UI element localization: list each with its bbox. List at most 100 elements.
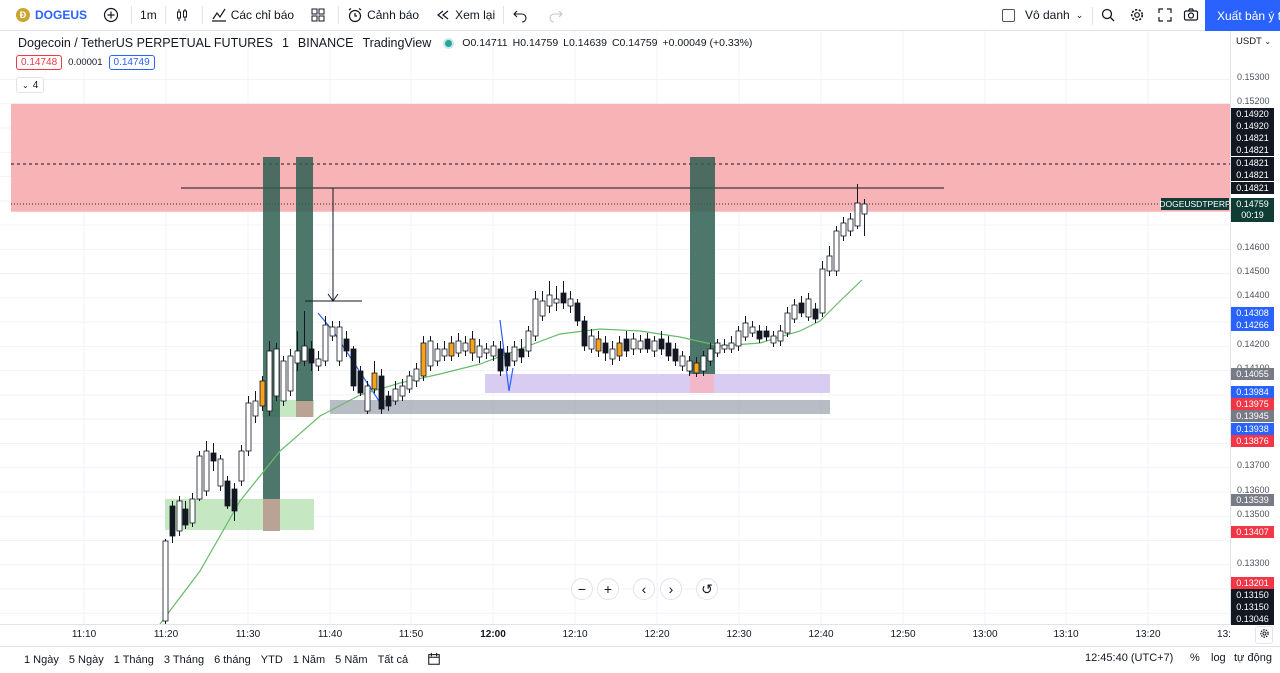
candle-body <box>574 302 581 322</box>
chart-canvas[interactable] <box>0 31 1230 624</box>
candle-body <box>469 338 476 354</box>
candle-body <box>364 385 371 412</box>
candle-body <box>602 342 609 354</box>
symbol-search[interactable]: Ð DOGEUS <box>0 0 95 31</box>
time-axis-label: 12:40 <box>808 629 834 640</box>
time-axis-label: 11:50 <box>398 629 424 640</box>
candle-body <box>637 340 644 350</box>
range-button[interactable]: Tất cả <box>377 654 409 666</box>
candle-body <box>169 505 176 537</box>
candle-body <box>623 338 630 352</box>
goto-date-button[interactable] <box>427 652 441 669</box>
legend-exchange: BINANCE <box>297 36 354 50</box>
candle-body <box>700 355 707 372</box>
candle-body <box>301 345 308 362</box>
range-button[interactable]: 5 Ngày <box>68 654 104 666</box>
range-button[interactable]: 3 Tháng <box>163 654 205 666</box>
price-axis-tag: 0.14821 <box>1231 157 1274 169</box>
range-button[interactable]: 1 Ngày <box>24 654 59 666</box>
templates-button[interactable] <box>302 0 338 31</box>
legend-close: C0.14759 <box>611 37 658 49</box>
candle-body <box>196 455 203 500</box>
candle-body <box>567 298 574 307</box>
divider <box>201 6 203 24</box>
band-overlap <box>263 499 280 531</box>
candle-body <box>749 326 756 334</box>
candle-body <box>455 340 462 354</box>
buy-price-button[interactable]: 0.14749 <box>108 55 155 70</box>
price-axis-label: 0.15300 <box>1237 72 1270 82</box>
percent-scale-toggle[interactable]: % <box>1190 652 1200 664</box>
calendar-icon <box>427 652 441 669</box>
fullscreen-button[interactable] <box>1149 0 1185 31</box>
candle-body <box>721 344 728 350</box>
time-axis[interactable] <box>0 624 1230 646</box>
candle-body <box>203 450 210 492</box>
reset-chart-button[interactable]: ↺ <box>696 578 718 600</box>
candle-body <box>707 348 714 362</box>
price-axis-label: 0.13600 <box>1237 485 1270 495</box>
settings-button[interactable] <box>1121 0 1157 31</box>
publish-idea-button[interactable]: Xuất bản ý tưởng <box>1205 0 1280 31</box>
snapshot-button[interactable] <box>1175 0 1211 31</box>
candle-body <box>406 375 413 390</box>
legend-high: H0.14759 <box>512 37 559 49</box>
candle-body <box>357 370 364 394</box>
candle-body <box>581 320 588 347</box>
range-button[interactable]: 1 Tháng <box>113 654 154 666</box>
doge-coin-icon: Ð <box>16 8 30 22</box>
candle-body <box>420 342 427 377</box>
layout-name-button[interactable]: Vô danh ⌄ <box>994 0 1091 31</box>
price-axis-tag: 0.13046 <box>1231 613 1274 625</box>
price-axis-label: 0.13500 <box>1237 509 1270 519</box>
redo-button[interactable] <box>540 0 576 31</box>
price-axis-tag: 0.13539 <box>1231 494 1274 506</box>
replay-button[interactable]: Xem lại <box>427 0 503 31</box>
divider <box>164 6 166 24</box>
candle-body <box>518 348 525 358</box>
candle-body <box>630 338 637 350</box>
rewind-icon <box>435 7 451 23</box>
plus-icon: + <box>603 581 613 597</box>
currency-selector[interactable]: USDT ⌄ <box>1236 36 1271 47</box>
auto-scale-toggle[interactable]: tự động <box>1234 652 1272 664</box>
candle-body <box>462 342 469 352</box>
range-button[interactable]: YTD <box>260 654 283 666</box>
interval-button[interactable]: 1m <box>140 8 157 22</box>
zoom-out-button[interactable]: − <box>571 578 593 600</box>
scroll-right-button[interactable]: › <box>660 578 682 600</box>
range-button[interactable]: 6 tháng <box>214 654 251 666</box>
clock-timezone[interactable]: 12:45:40 (UTC+7) <box>1085 652 1174 664</box>
time-axis-label: 11:30 <box>235 629 261 640</box>
divider <box>131 6 133 24</box>
candle-body <box>210 452 217 462</box>
legend-symbol-title[interactable]: Dogecoin / TetherUS PERPETUAL FUTURES <box>18 36 273 50</box>
candle-body <box>742 322 749 338</box>
indicators-button[interactable]: Các chỉ báo <box>203 0 302 31</box>
chart-type-button[interactable] <box>166 0 202 31</box>
axis-settings-button[interactable] <box>1255 626 1273 644</box>
search-button[interactable] <box>1092 0 1128 31</box>
support-zone <box>330 400 830 414</box>
gear-icon <box>1129 7 1145 23</box>
range-button[interactable]: 5 Năm <box>335 654 368 666</box>
candle-body <box>840 222 847 237</box>
chevron-down-icon: ⌄ <box>1075 9 1084 20</box>
range-button[interactable]: 1 Năm <box>292 654 326 666</box>
zoom-in-button[interactable]: + <box>597 578 619 600</box>
scroll-left-button[interactable]: ‹ <box>633 578 655 600</box>
compare-symbol-button[interactable] <box>95 0 131 31</box>
alerts-button[interactable]: Cảnh báo <box>339 0 427 31</box>
time-axis-label: 12:00 <box>480 629 506 640</box>
candle-body <box>511 346 518 362</box>
price-axis-tag: 0.14266 <box>1231 319 1274 331</box>
price-axis[interactable] <box>1230 31 1280 624</box>
candle-body <box>392 388 399 402</box>
log-scale-toggle[interactable]: log <box>1211 652 1226 664</box>
candle-body <box>805 298 812 318</box>
candle-body <box>224 480 231 507</box>
indicators-collapse-toggle[interactable]: ⌄ 4 <box>16 77 45 93</box>
undo-button[interactable] <box>504 0 540 31</box>
sell-price-button[interactable]: 0.14748 <box>16 55 63 70</box>
candle-body <box>476 345 483 358</box>
